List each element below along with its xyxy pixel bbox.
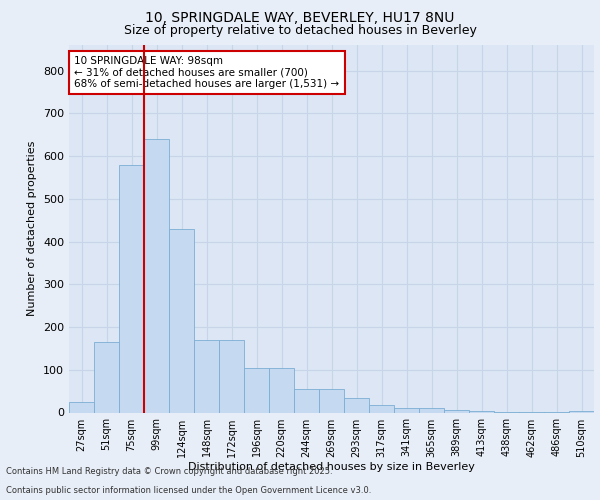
- Text: Size of property relative to detached houses in Beverley: Size of property relative to detached ho…: [124, 24, 476, 37]
- Bar: [169, 229, 194, 412]
- Text: Contains public sector information licensed under the Open Government Licence v3: Contains public sector information licen…: [6, 486, 371, 495]
- Bar: [394, 408, 419, 412]
- Bar: [419, 408, 444, 412]
- Bar: [344, 398, 369, 412]
- Bar: [319, 389, 344, 412]
- Text: 10, SPRINGDALE WAY, BEVERLEY, HU17 8NU: 10, SPRINGDALE WAY, BEVERLEY, HU17 8NU: [145, 11, 455, 25]
- Bar: [144, 139, 169, 412]
- Bar: [94, 342, 119, 412]
- Bar: [369, 405, 394, 412]
- Bar: [69, 402, 94, 412]
- Bar: [194, 340, 219, 412]
- Bar: [119, 164, 144, 412]
- Bar: [569, 411, 594, 412]
- Bar: [219, 340, 244, 412]
- Text: Contains HM Land Registry data © Crown copyright and database right 2025.: Contains HM Land Registry data © Crown c…: [6, 467, 332, 476]
- Bar: [294, 389, 319, 412]
- Bar: [244, 368, 269, 412]
- Bar: [469, 411, 494, 412]
- Text: 10 SPRINGDALE WAY: 98sqm
← 31% of detached houses are smaller (700)
68% of semi-: 10 SPRINGDALE WAY: 98sqm ← 31% of detach…: [74, 56, 340, 89]
- Bar: [269, 368, 294, 412]
- X-axis label: Distribution of detached houses by size in Beverley: Distribution of detached houses by size …: [188, 462, 475, 472]
- Y-axis label: Number of detached properties: Number of detached properties: [28, 141, 37, 316]
- Bar: [444, 410, 469, 412]
